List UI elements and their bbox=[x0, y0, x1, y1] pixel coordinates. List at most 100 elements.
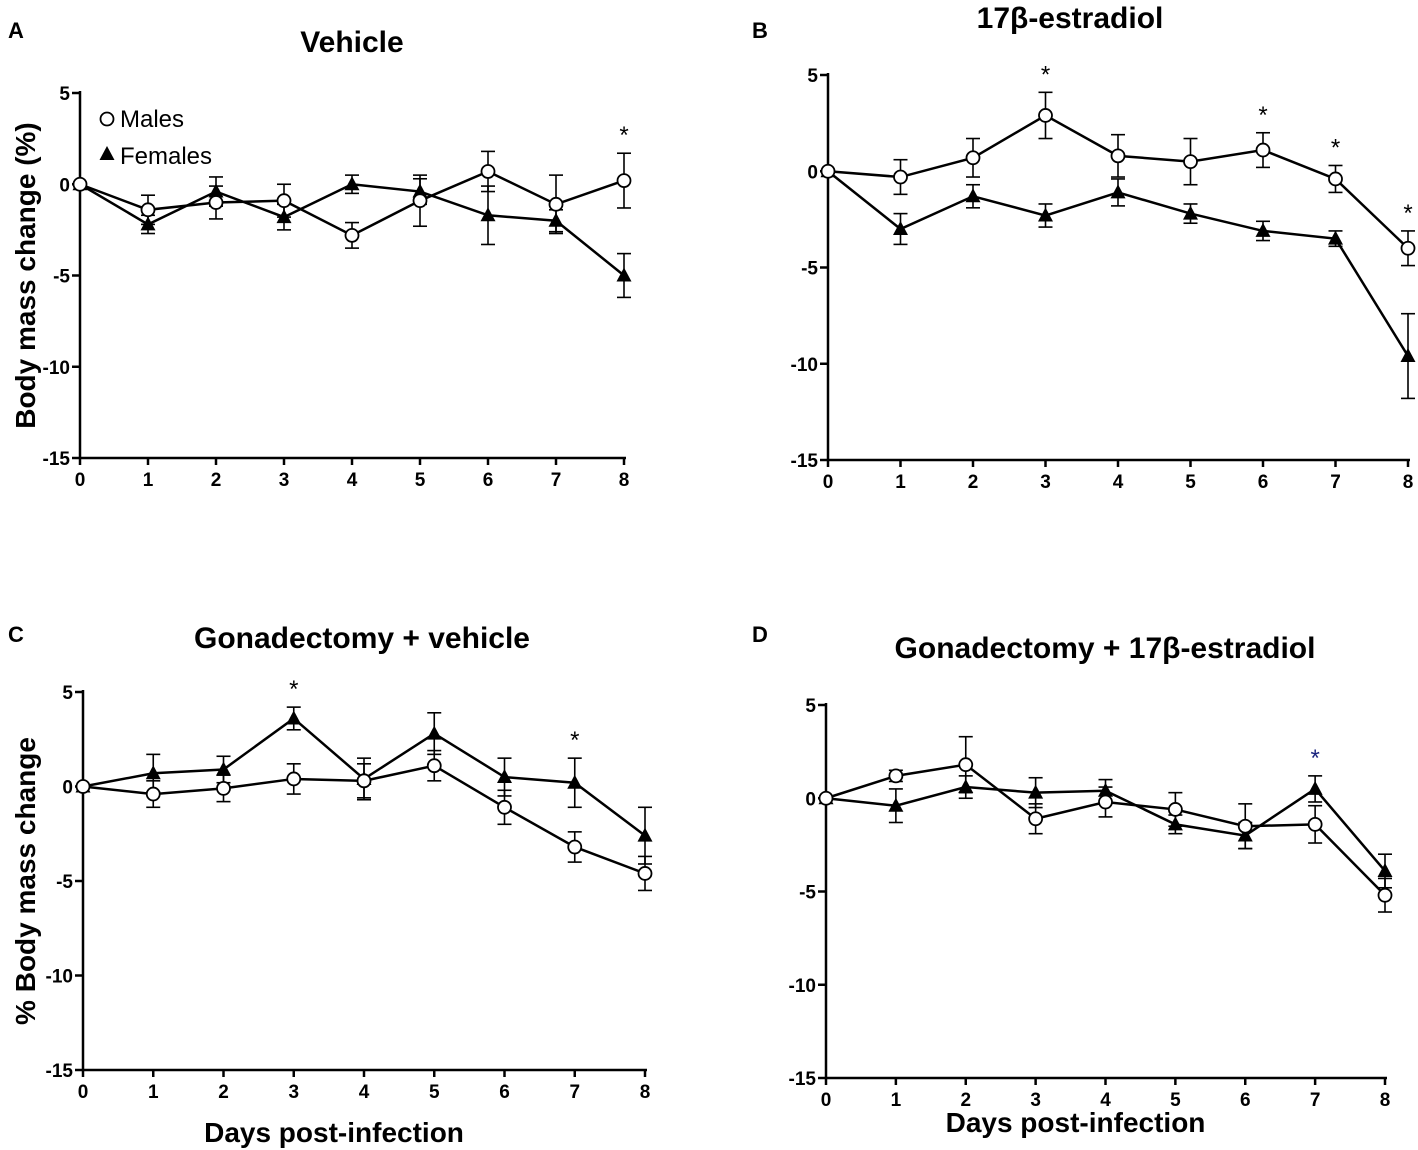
male-point bbox=[616, 173, 632, 189]
male-point bbox=[1110, 148, 1126, 164]
y-tick-label: -10 bbox=[791, 355, 818, 376]
y-tick-label: -10 bbox=[46, 967, 73, 988]
male-point bbox=[1400, 240, 1416, 256]
x-tick-label: 0 bbox=[823, 472, 834, 493]
female-point bbox=[426, 725, 442, 740]
y-tick-label: -15 bbox=[43, 449, 71, 470]
y-tick-label: -15 bbox=[791, 451, 819, 472]
panel-title: Vehicle bbox=[300, 26, 403, 59]
x-tick-label: 8 bbox=[1380, 1090, 1391, 1111]
panel-title: Gonadectomy + 17β-estradiol bbox=[895, 632, 1316, 665]
panel-letter: B bbox=[752, 18, 768, 43]
male-point bbox=[888, 768, 904, 784]
y-tick-label: -15 bbox=[46, 1061, 74, 1082]
panel-title: Gonadectomy + vehicle bbox=[194, 622, 530, 655]
male-point bbox=[216, 780, 231, 796]
significance-asterisk: * bbox=[1331, 134, 1340, 161]
male-point bbox=[893, 169, 908, 185]
x-tick-label: 8 bbox=[640, 1082, 651, 1103]
legend: Males Females bbox=[99, 106, 212, 170]
male-point bbox=[356, 773, 372, 789]
male-point bbox=[72, 176, 88, 192]
female-point bbox=[893, 221, 908, 235]
x-axis-label: Days post-infection bbox=[204, 1117, 464, 1148]
male-point bbox=[1038, 108, 1053, 123]
x-tick-label: 1 bbox=[143, 470, 154, 491]
x-tick-label: 0 bbox=[75, 470, 86, 491]
significance-asterisk: * bbox=[1258, 102, 1267, 129]
male-point bbox=[1377, 887, 1393, 903]
legend-female-label: Females bbox=[120, 143, 212, 170]
panel-letter: C bbox=[8, 622, 24, 647]
x-tick-label: 6 bbox=[499, 1082, 510, 1103]
male-point bbox=[276, 193, 292, 209]
x-tick-label: 2 bbox=[968, 472, 979, 493]
male-point bbox=[1028, 811, 1044, 827]
x-tick-label: 7 bbox=[1330, 472, 1341, 493]
y-tick-label: 0 bbox=[807, 162, 818, 183]
male-point bbox=[426, 758, 442, 774]
male-point bbox=[140, 202, 156, 218]
legend-male-label: Males bbox=[120, 106, 184, 133]
y-axis-label: Body mass change (%) bbox=[10, 122, 41, 429]
x-tick-label: 3 bbox=[288, 1082, 299, 1103]
panel-letter: A bbox=[8, 18, 24, 43]
female-point bbox=[1400, 348, 1416, 363]
series-males bbox=[820, 91, 1416, 267]
significance-asterisk: * bbox=[1403, 200, 1412, 227]
female-point bbox=[497, 769, 512, 784]
x-tick-label: 1 bbox=[891, 1090, 902, 1111]
y-tick-label: 0 bbox=[62, 778, 73, 799]
x-tick-label: 1 bbox=[895, 472, 906, 493]
male-point bbox=[208, 195, 224, 210]
female-point bbox=[1328, 230, 1343, 245]
y-tick-label: -5 bbox=[799, 883, 816, 904]
x-tick-label: 2 bbox=[211, 470, 222, 491]
male-point bbox=[145, 786, 161, 802]
y-tick-label: 0 bbox=[805, 789, 816, 810]
female-point bbox=[888, 797, 904, 812]
significance-asterisk: * bbox=[289, 676, 298, 703]
x-tick-label: 2 bbox=[960, 1090, 971, 1111]
female-point bbox=[1377, 862, 1393, 877]
male-point bbox=[1183, 154, 1198, 170]
panel-title: 17β-estradiol bbox=[977, 2, 1164, 35]
x-tick-label: 4 bbox=[347, 470, 358, 491]
x-tick-label: 4 bbox=[359, 1082, 370, 1103]
x-tick-label: 4 bbox=[1113, 472, 1124, 493]
x-tick-label: 5 bbox=[429, 1082, 440, 1103]
x-tick-label: 6 bbox=[1258, 472, 1269, 493]
x-tick-label: 0 bbox=[78, 1082, 89, 1103]
y-tick-label: -10 bbox=[43, 358, 70, 379]
panel-letter: D bbox=[752, 622, 768, 647]
male-point bbox=[965, 150, 981, 166]
male-point bbox=[286, 771, 302, 787]
x-tick-label: 5 bbox=[1170, 1090, 1181, 1111]
male-point bbox=[1255, 142, 1271, 158]
x-tick-label: 3 bbox=[1040, 472, 1051, 493]
male-point bbox=[1098, 794, 1113, 810]
y-tick-label: 5 bbox=[805, 696, 816, 717]
x-tick-label: 5 bbox=[415, 470, 426, 491]
male-point bbox=[344, 227, 360, 243]
significance-asterisk: * bbox=[1041, 61, 1050, 88]
female-point bbox=[344, 176, 360, 191]
x-tick-label: 1 bbox=[148, 1082, 159, 1103]
y-axis-label: % Body mass change bbox=[10, 737, 41, 1025]
male-point bbox=[958, 757, 974, 773]
y-tick-label: 5 bbox=[807, 66, 818, 87]
x-tick-label: 7 bbox=[569, 1082, 580, 1103]
female-point bbox=[1307, 780, 1323, 795]
x-tick-label: 0 bbox=[821, 1090, 832, 1111]
y-tick-label: -5 bbox=[801, 259, 818, 280]
y-tick-label: -5 bbox=[53, 267, 70, 288]
male-point bbox=[1167, 802, 1183, 817]
x-axis-label: Days post-infection bbox=[946, 1107, 1206, 1138]
male-point bbox=[548, 196, 564, 212]
y-tick-label: -10 bbox=[789, 976, 816, 997]
male-point bbox=[820, 163, 836, 179]
male-point bbox=[567, 839, 583, 855]
